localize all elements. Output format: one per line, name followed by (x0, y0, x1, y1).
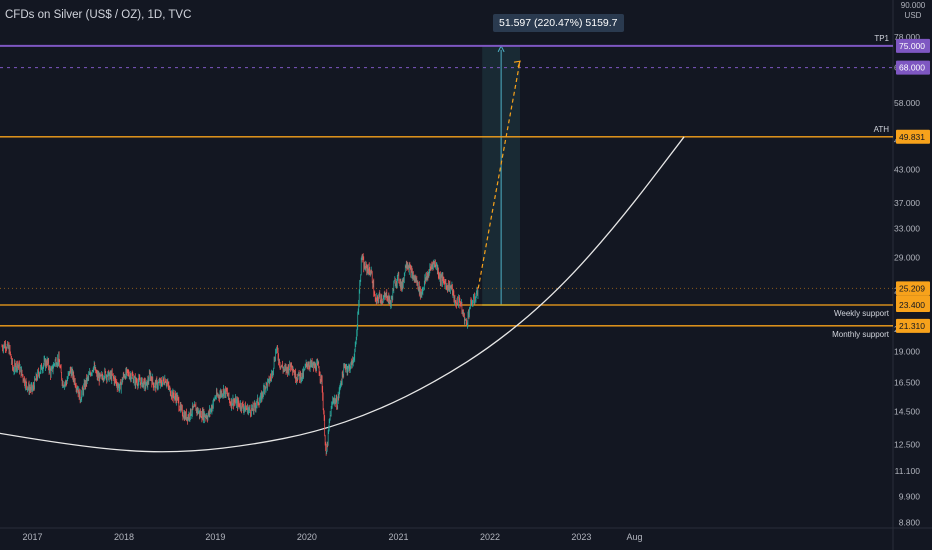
price-tick-label: 12.500 (894, 440, 920, 450)
level-label-monthly-support: Monthly support (832, 330, 890, 339)
time-tick-label: 2019 (205, 532, 225, 542)
time-tick-label: 2023 (571, 532, 591, 542)
price-badge-label: 21.310 (899, 321, 925, 331)
price-badge (896, 129, 930, 144)
time-tick-label: 2021 (389, 532, 409, 542)
price-tick-label: 16.500 (894, 378, 920, 388)
level-label-tp1: TP1 (874, 34, 889, 43)
price-badge-label: 75.000 (899, 41, 925, 51)
price-tick-label: 43.000 (894, 165, 920, 175)
price-tick-label: 33.000 (894, 224, 920, 234)
price-badge-label: 68.000 (899, 63, 925, 73)
price-badge-label: 23.400 (899, 300, 925, 310)
trend-curve (0, 136, 685, 453)
price-badge (896, 318, 930, 333)
currency-code: USD (904, 11, 922, 20)
price-badge (896, 281, 930, 296)
price-tick-label: 58.000 (894, 98, 920, 108)
level-label-weekly-support: Weekly support (834, 309, 890, 318)
symbol-title[interactable]: CFDs on Silver (US$ / OZ), 1D, TVC (5, 9, 192, 21)
projection-arrow-head (513, 60, 521, 68)
price-tick-label: 11.100 (895, 466, 921, 476)
time-tick-label: 2022 (480, 532, 500, 542)
price-badge (896, 60, 930, 75)
price-tick-label: 14.500 (894, 406, 920, 416)
price-badge-label: 49.831 (899, 132, 925, 142)
price-tick-label: 29.000 (894, 252, 920, 262)
time-tick-label: 2020 (297, 532, 317, 542)
price-tick-label: 78.000 (894, 32, 920, 42)
price-tick-label: 37.000 (894, 198, 920, 208)
projection-arrow (477, 61, 521, 289)
price-badge (896, 298, 930, 312)
time-tick-label: 2017 (23, 532, 43, 542)
currency-label[interactable]: 90.000 USD (896, 1, 930, 21)
price-badge (896, 38, 930, 53)
time-tick-label: 2018 (114, 532, 134, 542)
time-tick-label: Aug (627, 532, 643, 542)
level-label-ath: ATH (874, 125, 890, 134)
plot-background (0, 0, 893, 528)
currency-top-tick: 90.000 (900, 1, 926, 10)
measurement-label: 51.597 (220.47%) 5159.7 (493, 14, 624, 32)
price-badge-label: 25.209 (899, 283, 925, 293)
price-tick-label: 8.800 (899, 518, 921, 528)
price-tick-label: 19.000 (894, 346, 920, 356)
price-tick-label: 9.900 (899, 491, 921, 501)
